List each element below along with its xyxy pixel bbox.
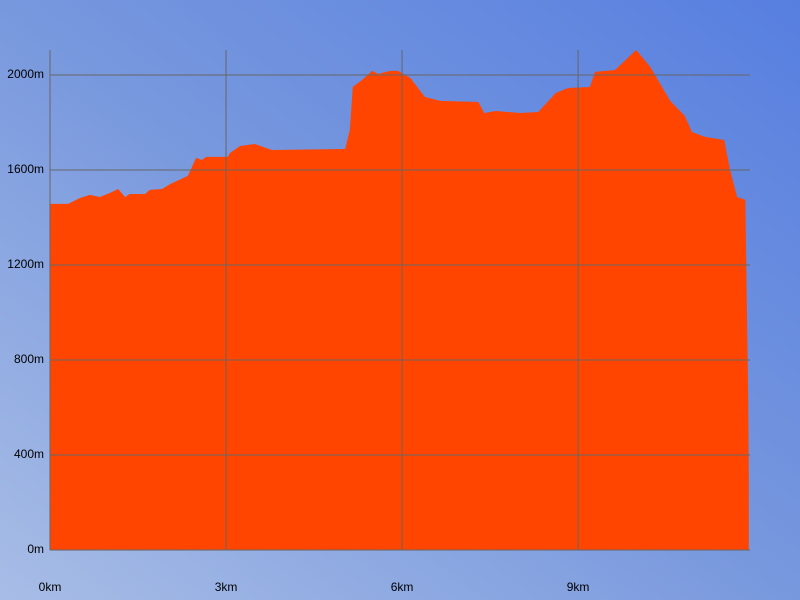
elevation-area — [50, 50, 749, 550]
x-tick-label: 0km — [39, 580, 62, 594]
y-tick-label: 0m — [27, 542, 44, 556]
y-tick-label: 800m — [14, 352, 44, 366]
y-tick-label: 1200m — [7, 257, 44, 271]
y-tick-label: 400m — [14, 447, 44, 461]
x-tick-label: 3km — [215, 580, 238, 594]
y-tick-label: 1600m — [7, 162, 44, 176]
x-tick-label: 9km — [567, 580, 590, 594]
y-tick-label: 2000m — [7, 67, 44, 81]
x-tick-label: 6km — [391, 580, 414, 594]
